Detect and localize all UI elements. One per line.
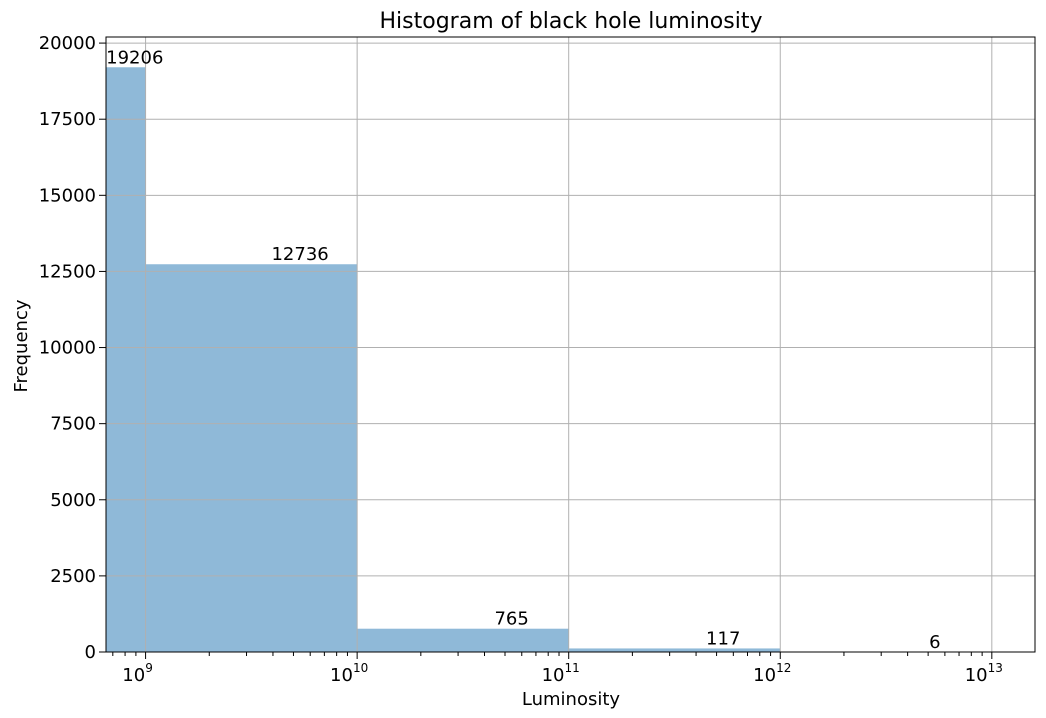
x-tick-label: 1013: [965, 661, 1003, 686]
bar-value-label: 12736: [271, 244, 328, 265]
y-axis-label: Frequency: [11, 299, 32, 392]
y-tick-label: 12500: [39, 261, 96, 282]
x-axis-label: Luminosity: [522, 689, 621, 710]
x-tick-label: 1011: [542, 661, 580, 686]
y-tick-label: 0: [85, 642, 96, 663]
y-tick-label: 17500: [39, 109, 96, 130]
x-axis: 109 1010 1011 1012 1013: [112, 652, 1003, 686]
x-tick-label: 1012: [753, 661, 791, 686]
chart-title: Histogram of black hole luminosity: [380, 9, 763, 34]
histogram-bars: [106, 67, 992, 652]
y-tick-label: 10000: [39, 338, 96, 359]
bar-value-label: 117: [706, 628, 740, 649]
x-tick-label: 1010: [330, 661, 368, 686]
histogram-bar: [357, 628, 569, 652]
y-axis: 0 2500 5000 7500 10000 12500 15000 17500 20000: [39, 33, 106, 663]
bar-value-label: 765: [494, 609, 528, 630]
x-tick-label: 109: [122, 661, 153, 686]
plot-frame: [105, 36, 1036, 653]
bar-value-labels: 19206 12736 765 117 6: [106, 47, 940, 653]
histogram-bar: [568, 648, 781, 652]
bar-value-label: 19206: [106, 47, 163, 68]
bar-value-label: 6: [929, 632, 940, 653]
y-tick-label: 7500: [50, 414, 96, 435]
y-tick-label: 20000: [39, 33, 96, 54]
histogram-bar: [145, 264, 358, 652]
histogram-bar: [106, 67, 146, 652]
y-tick-label: 5000: [50, 490, 96, 511]
y-tick-label: 15000: [39, 185, 96, 206]
y-tick-label: 2500: [50, 566, 96, 587]
